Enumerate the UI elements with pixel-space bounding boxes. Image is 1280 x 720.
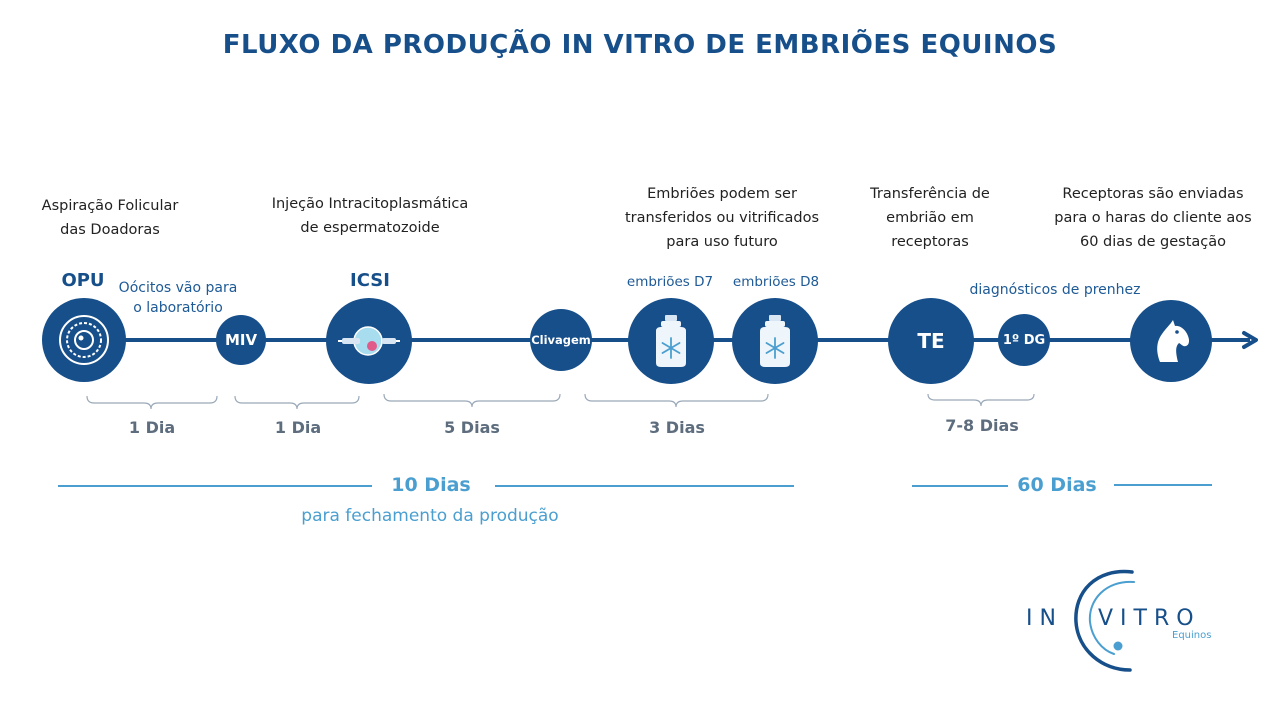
icsi-description-line: de espermatozoide: [300, 220, 440, 236]
logo-arc-icon: [1074, 569, 1135, 672]
d8-node: [732, 298, 818, 384]
timeline-arrow-icon: [1242, 331, 1258, 349]
cryo-container-icon: [656, 315, 686, 367]
logo-subtitle: Equinos: [1172, 630, 1212, 641]
embryos-description-line: Embriões podem ser: [647, 186, 797, 202]
d8-label: embriões D8: [732, 274, 820, 290]
recipients-node: [1130, 300, 1212, 382]
duration-label: 1 Dia: [274, 418, 322, 437]
icsi-description: Injeção Intracitoplasmática de espermato…: [230, 192, 510, 240]
sixty-days-total: 60 Dias: [1017, 474, 1097, 496]
page-title: FLUXO DA PRODUÇÃO IN VITRO DE EMBRIÕES E…: [222, 30, 1058, 60]
te-description-line: receptoras: [891, 234, 969, 250]
d7-label: embriões D7: [626, 274, 714, 290]
logo-text-right: VITRO: [1098, 606, 1201, 631]
opu-description-line: Aspiração Folicular: [41, 198, 179, 214]
embryos-description-line: para uso futuro: [666, 234, 778, 250]
duration-label: 5 Dias: [444, 418, 500, 437]
embryos-description: Embriões podem ser transferidos ou vitri…: [600, 182, 844, 254]
embryos-description-line: transferidos ou vitrificados: [624, 210, 820, 226]
dg-node: 1º DG: [998, 314, 1050, 366]
te-description: Transferência de embrião em receptoras: [840, 182, 1020, 254]
clivagem-node-label: Clivagem: [531, 333, 591, 347]
opu-description: Aspiração Folicular das Doadoras: [10, 194, 210, 242]
d7-node: [628, 298, 714, 384]
injection-icon: [338, 326, 400, 356]
duration-label: 3 Dias: [649, 418, 705, 437]
te-node-label: TE: [917, 329, 945, 353]
oocytes-note-line: o laboratório: [133, 300, 223, 316]
clivagem-node: Clivagem: [530, 309, 592, 371]
opu-description-line: das Doadoras: [60, 222, 160, 238]
te-description-line: Transferência de: [870, 186, 990, 202]
horse-head-icon: [1157, 320, 1190, 362]
icsi-label: ICSI: [350, 270, 390, 291]
miv-node: MIV: [216, 315, 266, 365]
recipients-description-line: para o haras do cliente aos: [1054, 210, 1252, 226]
opu-node: [42, 298, 126, 382]
logo-text-left: IN: [1026, 606, 1063, 631]
icsi-node: [326, 298, 412, 384]
oocytes-note-line: Oócitos vão para: [118, 280, 238, 296]
oocyte-icon: [59, 315, 109, 365]
dg-node-label: 1º DG: [1002, 332, 1046, 348]
recipients-description: Receptoras são enviadas para o haras do …: [1030, 182, 1276, 254]
miv-node-label: MIV: [224, 331, 258, 349]
production-note: para fechamento da produção: [301, 506, 559, 526]
te-description-line: embrião em: [886, 210, 974, 226]
opu-label: OPU: [61, 270, 105, 291]
te-node: TE: [888, 298, 974, 384]
duration-label: 1 Dia: [128, 418, 176, 437]
recipients-description-line: Receptoras são enviadas: [1062, 186, 1244, 202]
recipients-description-line: 60 dias de gestação: [1079, 234, 1227, 250]
duration-label: 7-8 Dias: [945, 416, 1019, 435]
icsi-description-line: Injeção Intracitoplasmática: [271, 196, 469, 212]
oocytes-note: Oócitos vão para o laboratório: [108, 278, 248, 318]
pregnancy-diagnosis-label: diagnósticos de prenhez: [969, 282, 1141, 298]
ten-days-total: 10 Dias: [391, 474, 471, 496]
cryo-container-icon: [760, 315, 790, 367]
